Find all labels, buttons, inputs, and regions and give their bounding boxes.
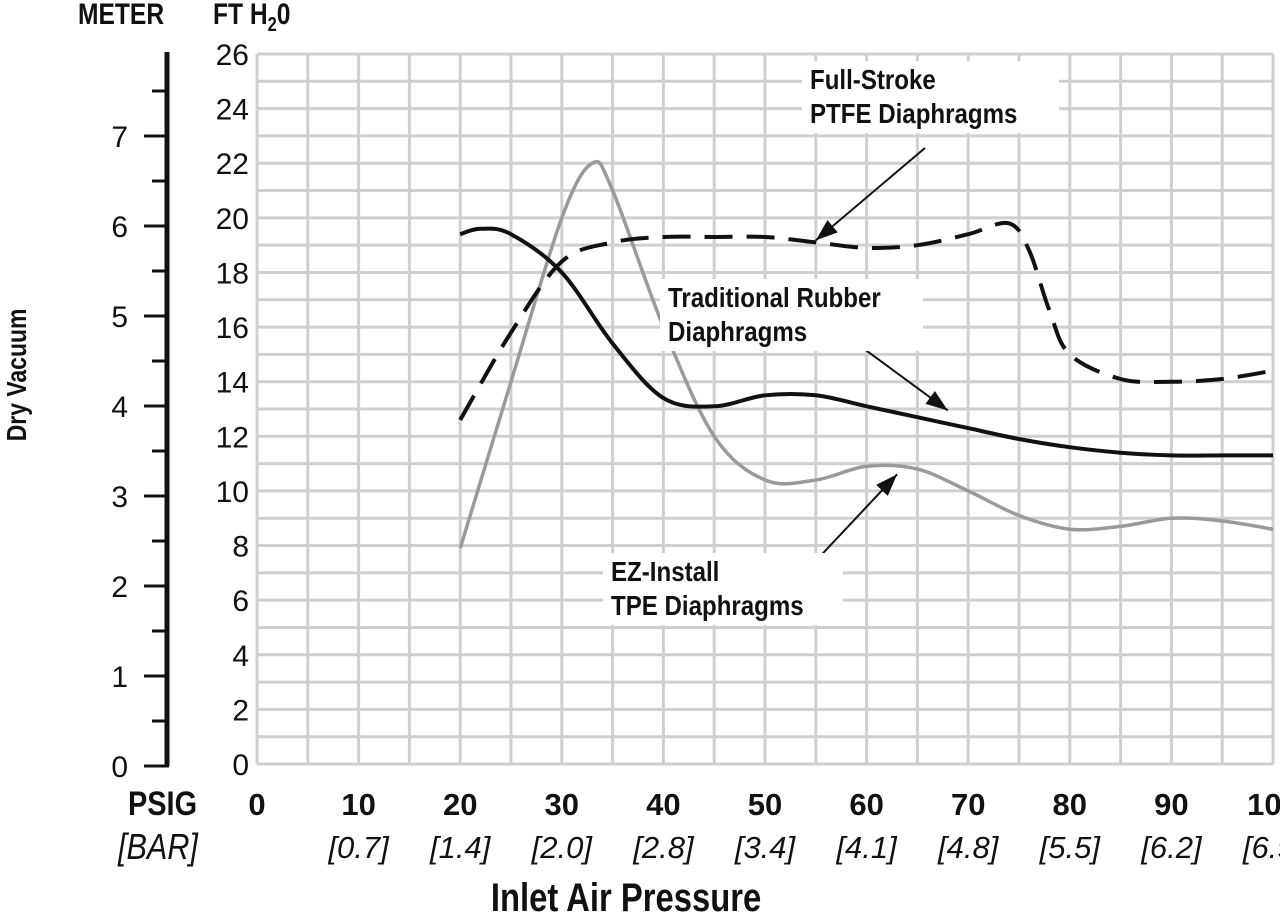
x-tick-label: 50: [748, 787, 782, 822]
x-tick-label: 20: [443, 787, 477, 822]
ft-tick-label: 0: [232, 749, 249, 782]
ft-tick-label: 20: [216, 203, 249, 236]
x-tick-bar-label: [6.9]: [1242, 830, 1280, 865]
annotation-rubber: Traditional Rubber Diaphragms: [660, 279, 924, 351]
x-tick-bar-label: [3.4]: [734, 830, 797, 865]
x-axis-title: Inlet Air Pressure: [490, 876, 762, 920]
x-tick-bar-label: [5.5]: [1039, 830, 1102, 865]
ft-tick-label: 8: [232, 531, 249, 564]
x-tick-bar-label: [0.7]: [327, 830, 390, 865]
x-tick-label: 70: [951, 787, 985, 822]
ft-tick-label: 6: [232, 585, 249, 618]
meter-tick-label: 5: [111, 301, 128, 334]
x-tick-bar-label: [1.4]: [429, 830, 492, 865]
x-tick-label: 0: [248, 787, 265, 822]
ft-tick-label: 16: [216, 312, 249, 345]
ft-tick-label: 22: [216, 148, 249, 181]
x-tick-bar-label: [2.0]: [531, 830, 594, 865]
meter-tick-label: 4: [111, 391, 128, 424]
series-line-tpe: [458, 159, 1274, 549]
x-tick-label: 100: [1247, 787, 1280, 822]
x-tick-label: 30: [545, 787, 579, 822]
x-tick-label: 60: [849, 787, 883, 822]
ft-tick-label: 2: [232, 694, 249, 727]
x-tick-label: 40: [646, 787, 680, 822]
arrow-tpe-head: [876, 474, 898, 496]
meter-tick-label: 3: [111, 481, 128, 514]
ft-tick-label: 26: [216, 39, 249, 72]
meter-tick-label: 2: [111, 571, 128, 604]
annotation-ptfe: Full-Stroke PTFE Diaphragms: [802, 61, 1060, 133]
y-unit-meter: METER: [78, 0, 165, 31]
arrow-rubber-head: [925, 390, 948, 411]
series-layer: [458, 159, 1274, 549]
ft-tick-label: 24: [216, 94, 249, 127]
x-tick-label: 80: [1053, 787, 1087, 822]
ft-tick-label: 18: [216, 257, 249, 290]
x-axis-tick-labels: 0 10 [0.7] 20 [1.4] 30 [2.0] 40 [2.8] 50 [3.4] 60 [4…: [248, 787, 1280, 865]
series-line-ptfe: [458, 220, 1274, 421]
ft-tick-label: 10: [216, 476, 249, 509]
meter-tick-label: 1: [111, 661, 128, 694]
x-tick-bar-label: [4.8]: [937, 830, 1000, 865]
ft-tick-label: 12: [216, 421, 249, 454]
x-unit-bar: [BAR]: [118, 826, 198, 867]
x-unit-psig: PSIG: [128, 785, 198, 823]
ft-tick-label: 4: [232, 640, 249, 673]
annotation-tpe: EZ-Install TPE Diaphragms: [603, 553, 844, 625]
ft-tick-label: 14: [216, 367, 249, 400]
grid: [255, 52, 1275, 766]
meter-tick-label: 0: [111, 751, 128, 784]
y-unit-ft-h2o: FT H20: [213, 0, 291, 36]
x-tick-label: 10: [341, 787, 375, 822]
arrow-ptfe: [815, 147, 926, 242]
meter-tick-label: 7: [111, 121, 128, 154]
y-axis-title: Dry Vacuum: [1, 308, 32, 442]
x-tick-bar-label: [2.8]: [632, 830, 695, 865]
x-tick-bar-label: [6.2]: [1140, 830, 1203, 865]
x-tick-label: 90: [1154, 787, 1188, 822]
arrow-ptfe-head: [815, 220, 838, 241]
x-tick-bar-label: [4.1]: [835, 830, 898, 865]
meter-tick-label: 6: [111, 211, 128, 244]
meter-axis: 0 1 2 3 4 5 6 7: [111, 52, 170, 784]
